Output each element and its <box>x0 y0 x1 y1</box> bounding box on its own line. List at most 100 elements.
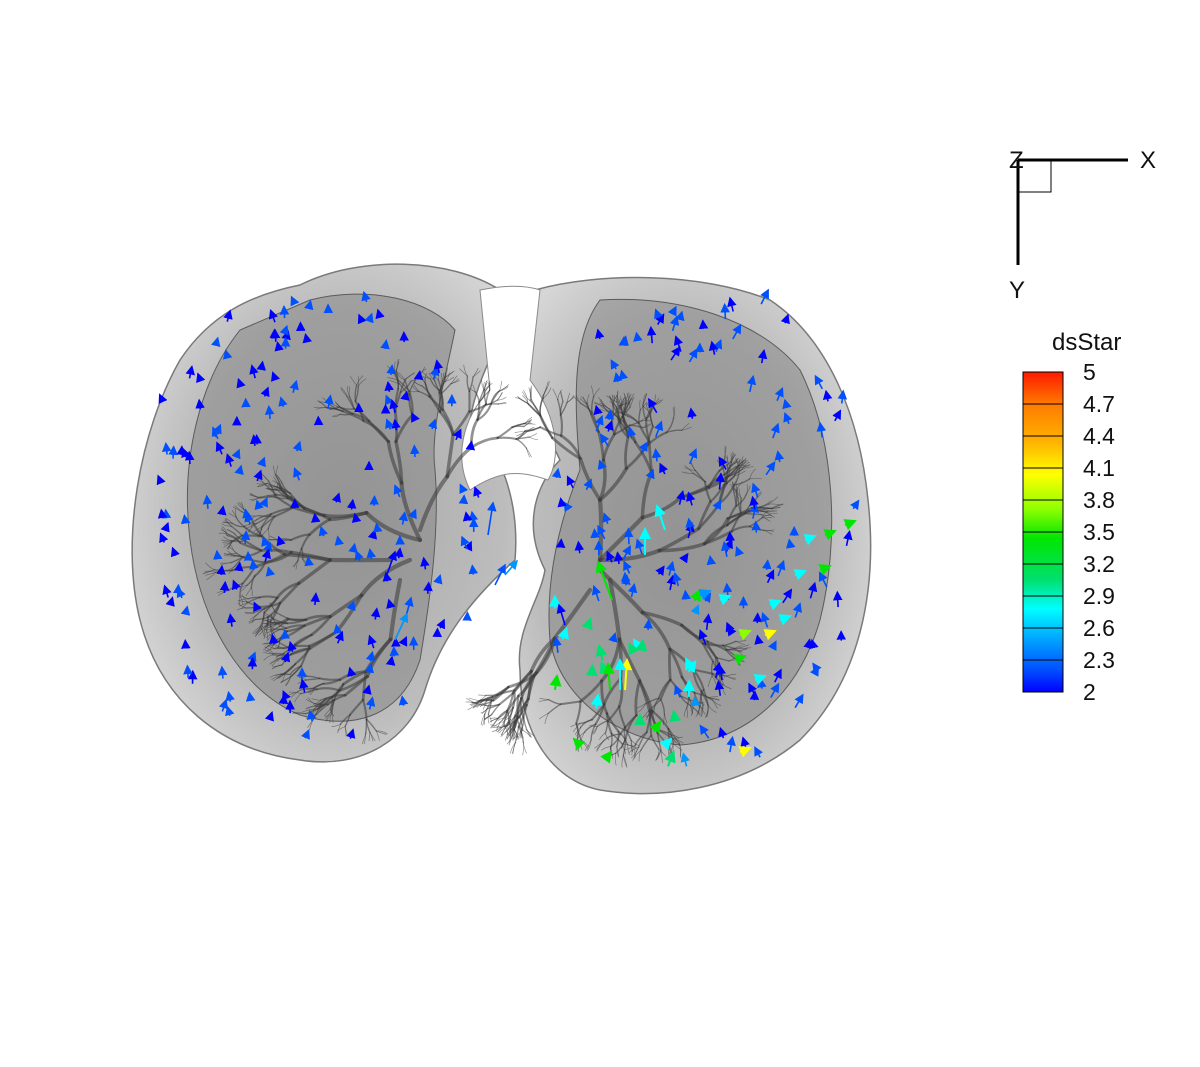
vector-arrow <box>760 288 769 305</box>
vector-arrow <box>754 634 764 645</box>
airway-branch <box>274 474 281 490</box>
airway-branch <box>231 510 237 518</box>
airway-branch <box>444 367 448 378</box>
vector-arrow <box>306 709 317 722</box>
vector-arrow <box>626 426 637 439</box>
airway-branch <box>739 644 750 649</box>
airway-branch <box>258 515 276 518</box>
airway-branch <box>626 743 630 755</box>
airway-branch <box>639 401 648 410</box>
vector-arrow <box>635 638 648 652</box>
airway-branch <box>471 702 482 706</box>
airway-branch <box>496 689 516 696</box>
airway-branch <box>700 705 704 717</box>
airway-branch <box>263 654 274 661</box>
airway-branch <box>604 732 610 741</box>
airway-branch <box>508 706 514 719</box>
airway-branch <box>763 529 774 532</box>
airway-branch <box>322 511 369 519</box>
airway-branch <box>472 367 479 378</box>
airway-branch <box>241 594 248 603</box>
airway-branch <box>237 602 247 609</box>
airway-branch <box>527 669 533 701</box>
airway-branch <box>289 550 332 562</box>
airway-branch <box>538 713 549 720</box>
airway-branch <box>228 533 241 544</box>
airway-branch <box>738 464 751 469</box>
vector-arrow <box>217 665 228 679</box>
airway-branch <box>679 743 682 757</box>
airway-branch <box>223 553 232 556</box>
vector-arrow <box>362 684 372 695</box>
airway-branch <box>738 458 747 469</box>
vector-arrow <box>712 661 723 679</box>
airway-branch <box>440 383 452 395</box>
vector-arrow <box>782 588 793 604</box>
airway-branch <box>629 420 643 427</box>
vector-arrow <box>398 511 409 525</box>
vector-arrow <box>423 581 433 594</box>
airway-branch <box>729 461 740 468</box>
airway-branch <box>224 519 232 527</box>
legend-tick-label: 2.9 <box>1083 583 1115 609</box>
vector-arrow <box>386 364 396 375</box>
airway-branch <box>618 705 626 728</box>
vector-arrow <box>462 511 473 522</box>
airway-branch <box>497 724 505 733</box>
legend-tick-label: 4.4 <box>1083 423 1115 449</box>
airway-branch <box>517 396 529 405</box>
airway-branch <box>339 714 351 725</box>
airway-branch <box>528 436 539 441</box>
vector-arrow <box>595 643 608 661</box>
airway-branch <box>503 719 511 727</box>
vector-arrow <box>504 559 519 576</box>
vector-arrow <box>215 441 225 455</box>
vector-arrow <box>792 602 802 618</box>
vector-arrow <box>770 422 780 439</box>
vector-arrow <box>311 512 321 523</box>
airway-branch <box>229 546 237 554</box>
airway-branch <box>341 410 365 422</box>
airway-branch <box>712 699 722 706</box>
airway-branch <box>275 617 289 626</box>
airway-branch <box>396 358 400 372</box>
vector-arrow <box>675 310 685 322</box>
airway-branch <box>284 663 296 675</box>
airway-branch <box>479 695 487 701</box>
vector-arrow <box>757 349 768 364</box>
vector-arrow <box>602 662 615 691</box>
vector-arrow <box>648 397 658 414</box>
vector-arrow <box>638 441 648 454</box>
airway-branch <box>672 407 675 419</box>
airway-branch <box>513 729 519 740</box>
vector-arrow <box>751 520 762 533</box>
airway-branch <box>250 492 260 499</box>
vector-arrow <box>282 690 291 701</box>
color-legend: dsStar 5 4.7 4.4 4.1 3.8 3.5 3.2 2.9 2.6 2.3 2 <box>1022 329 1121 705</box>
airway-branch <box>760 514 771 522</box>
vector-arrow <box>420 556 430 570</box>
airway-branch <box>529 636 557 673</box>
airway-branch <box>646 431 668 447</box>
airway-branch <box>612 395 615 406</box>
airway-branch <box>761 517 773 519</box>
airway-branch <box>583 723 597 733</box>
airway-branch <box>632 749 642 761</box>
airway-branch <box>543 387 552 399</box>
vector-arrow <box>211 426 221 440</box>
vector-arrow <box>373 522 383 533</box>
vector-arrow <box>487 501 497 536</box>
airway-branch <box>230 556 245 564</box>
airway-branch <box>708 675 713 688</box>
vector-arrow <box>365 650 376 662</box>
airway-branch <box>325 712 333 722</box>
vector-arrow <box>278 694 289 705</box>
vector-arrow <box>738 746 752 758</box>
vector-arrow <box>351 512 362 524</box>
vector-arrow <box>610 359 620 370</box>
airway-branch <box>528 433 538 438</box>
vector-arrow <box>357 313 367 325</box>
vector-arrow <box>803 534 817 546</box>
airway-branch <box>204 570 217 573</box>
